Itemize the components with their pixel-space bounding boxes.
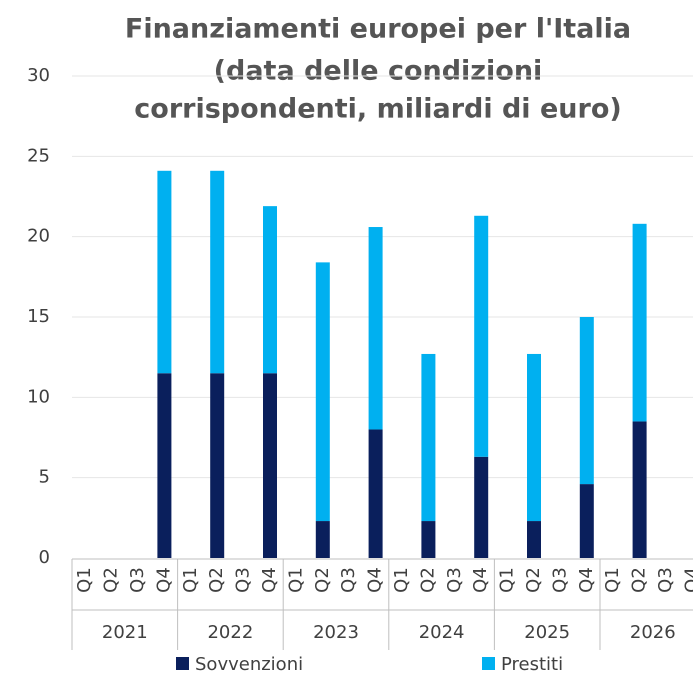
bar-segment xyxy=(368,429,383,558)
x-tick-label: Q3 xyxy=(233,567,254,593)
bar-segment xyxy=(315,262,330,522)
x-tick-label: Q2 xyxy=(417,567,438,593)
x-tick-label: Q2 xyxy=(629,567,650,593)
bar-segment xyxy=(157,170,172,374)
x-tick-label: Q4 xyxy=(681,567,693,593)
x-tick-label: Q1 xyxy=(602,567,623,593)
bar-segment xyxy=(421,521,436,558)
bar-segment xyxy=(210,373,225,558)
year-label: 2025 xyxy=(524,622,570,643)
year-label: 2021 xyxy=(102,622,148,643)
bar-segment xyxy=(474,456,489,558)
bar-segment xyxy=(632,421,647,558)
y-tick-label: 5 xyxy=(39,467,50,488)
x-tick-label: Q3 xyxy=(444,567,465,593)
x-tick-label: Q4 xyxy=(153,567,174,593)
bar-segment xyxy=(579,317,594,485)
y-tick-label: 10 xyxy=(27,386,50,407)
y-tick-label: 30 xyxy=(27,65,50,86)
legend-label: Prestiti xyxy=(501,654,563,675)
year-label: 2026 xyxy=(630,622,676,643)
bar-segment xyxy=(210,170,225,374)
bar-segment xyxy=(263,373,277,558)
x-tick-label: Q3 xyxy=(127,567,148,593)
bar-segment xyxy=(527,521,541,558)
bar-segment xyxy=(632,223,647,422)
year-label: 2024 xyxy=(419,622,465,643)
bar-segment xyxy=(315,521,330,558)
y-tick-label: 15 xyxy=(27,306,50,327)
x-tick-label: Q3 xyxy=(655,567,676,593)
bar-segment xyxy=(579,484,594,558)
bar-segment xyxy=(527,353,541,522)
bar-segment xyxy=(263,206,277,374)
x-tick-label: Q3 xyxy=(549,567,570,593)
x-tick-label: Q2 xyxy=(206,567,227,593)
x-tick-label: Q4 xyxy=(259,567,280,593)
x-tick-label: Q1 xyxy=(74,567,95,593)
chart-title: (data delle condizioni xyxy=(214,56,543,87)
chart-title: Finanziamenti europei per l'Italia xyxy=(125,14,631,45)
x-tick-label: Q1 xyxy=(497,567,518,593)
x-tick-label: Q1 xyxy=(391,567,412,593)
x-tick-label: Q2 xyxy=(312,567,333,593)
chart-title: corrispondenti, miliardi di euro) xyxy=(134,94,621,125)
year-label: 2022 xyxy=(207,622,253,643)
x-tick-label: Q2 xyxy=(523,567,544,593)
x-tick-label: Q4 xyxy=(470,567,491,593)
legend-swatch xyxy=(176,657,189,670)
x-tick-label: Q4 xyxy=(365,567,386,593)
y-tick-label: 25 xyxy=(27,145,50,166)
bar-segment xyxy=(368,227,383,430)
bar-segment xyxy=(421,353,436,522)
x-tick-label: Q2 xyxy=(101,567,122,593)
bar-segment xyxy=(157,373,172,558)
x-tick-label: Q1 xyxy=(180,567,201,593)
x-tick-label: Q1 xyxy=(285,567,306,593)
legend-swatch xyxy=(482,657,495,670)
x-tick-label: Q4 xyxy=(576,567,597,593)
legend-label: Sovvenzioni xyxy=(195,654,303,675)
y-tick-label: 20 xyxy=(27,226,50,247)
x-tick-label: Q3 xyxy=(338,567,359,593)
bar-segment xyxy=(474,215,489,457)
year-label: 2023 xyxy=(313,622,359,643)
y-tick-label: 0 xyxy=(39,547,50,568)
